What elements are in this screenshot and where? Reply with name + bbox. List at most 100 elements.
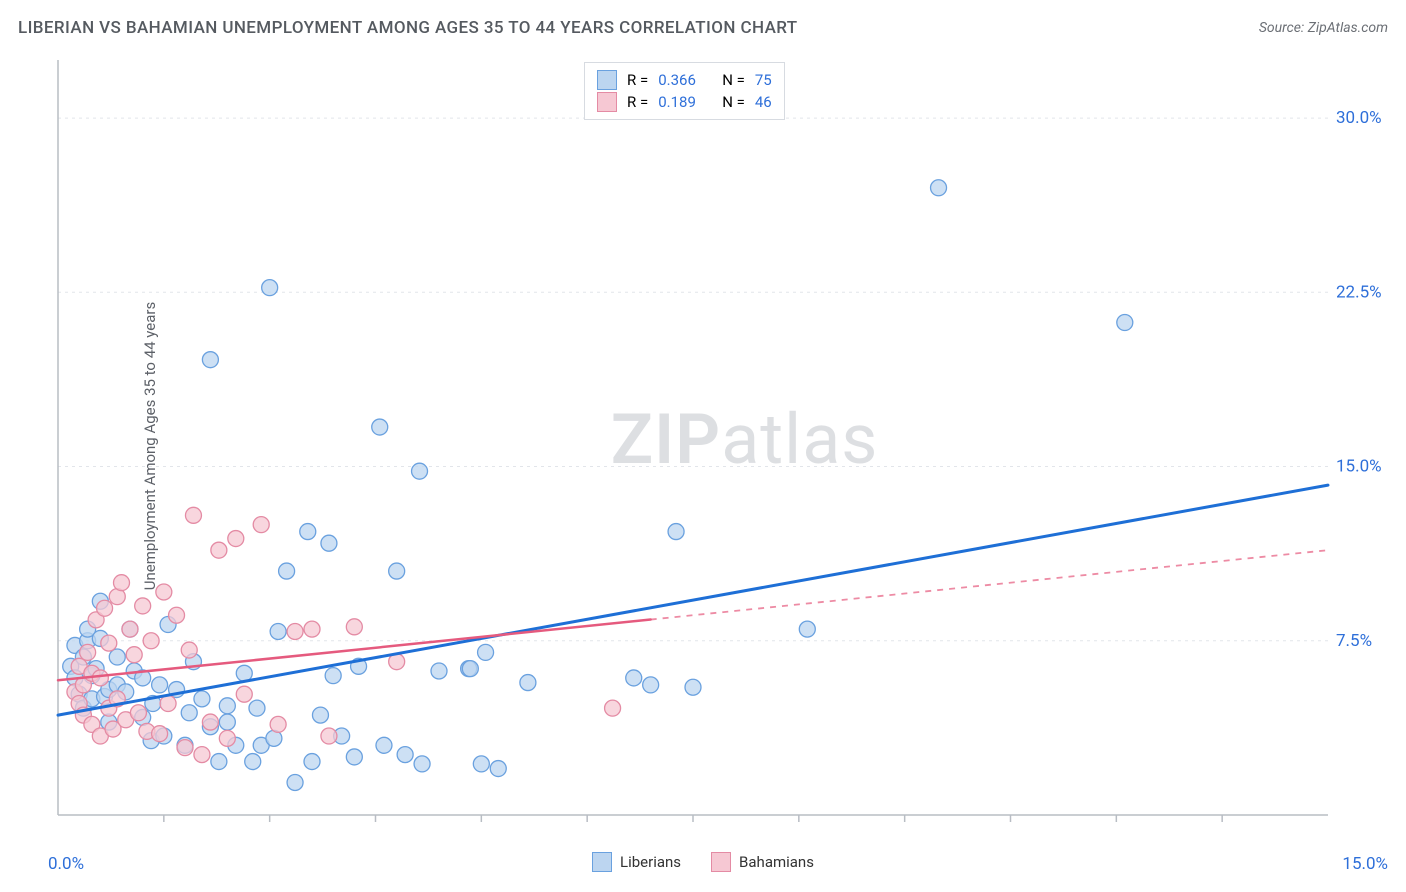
scatter-point	[279, 563, 295, 579]
scatter-point	[605, 700, 621, 716]
scatter-point	[143, 633, 159, 649]
scatter-point	[185, 507, 201, 523]
scatter-point	[325, 668, 341, 684]
scatter-point	[304, 754, 320, 770]
scatter-point	[389, 563, 405, 579]
scatter-point	[668, 524, 684, 540]
scatter-point	[376, 737, 392, 753]
scatter-point	[219, 714, 235, 730]
legend-swatch	[597, 70, 617, 90]
scatter-point	[211, 542, 227, 558]
scatter-point	[219, 730, 235, 746]
trend-line-extrapolated	[651, 550, 1328, 619]
legend-swatch	[597, 92, 617, 112]
scatter-point	[321, 535, 337, 551]
legend-row: R = 0.189 N = 46	[597, 92, 772, 112]
svg-text:22.5%: 22.5%	[1336, 282, 1382, 302]
scatter-point	[626, 670, 642, 686]
scatter-point	[202, 714, 218, 730]
scatter-point	[152, 726, 168, 742]
scatter-point	[249, 700, 265, 716]
legend-item: Liberians	[592, 852, 681, 872]
legend-n-label: N =	[722, 71, 745, 89]
scatter-point	[156, 584, 172, 600]
scatter-point	[462, 661, 478, 677]
scatter-point	[312, 707, 328, 723]
scatter-point	[181, 705, 197, 721]
legend-label: Bahamians	[739, 853, 814, 871]
series-legend: Liberians Bahamians	[0, 852, 1406, 872]
scatter-point	[397, 747, 413, 763]
scatter-point	[177, 740, 193, 756]
scatter-point	[262, 280, 278, 296]
scatter-point	[287, 774, 303, 790]
chart-title: LIBERIAN VS BAHAMIAN UNEMPLOYMENT AMONG …	[18, 18, 798, 38]
scatter-point	[152, 677, 168, 693]
scatter-point	[473, 756, 489, 772]
x-axis-min-label: 0.0%	[48, 854, 84, 874]
scatter-point	[202, 352, 218, 368]
scatter-point	[135, 598, 151, 614]
scatter-point	[931, 180, 947, 196]
scatter-point	[160, 695, 176, 711]
legend-r-value: 0.366	[658, 71, 712, 89]
svg-text:30.0%: 30.0%	[1336, 108, 1382, 128]
scatter-point	[130, 705, 146, 721]
x-axis-max-label: 15.0%	[1342, 854, 1388, 874]
legend-swatch	[592, 852, 612, 872]
scatter-point	[194, 747, 210, 763]
scatter-point	[228, 531, 244, 547]
scatter-point	[321, 728, 337, 744]
scatter-point	[80, 644, 96, 660]
scatter-point	[122, 621, 138, 637]
scatter-point	[346, 749, 362, 765]
scatter-point	[211, 754, 227, 770]
title-bar: LIBERIAN VS BAHAMIAN UNEMPLOYMENT AMONG …	[18, 18, 1388, 38]
scatter-point	[169, 607, 185, 623]
legend-swatch	[711, 852, 731, 872]
svg-text:15.0%: 15.0%	[1336, 457, 1382, 477]
scatter-point	[270, 623, 286, 639]
scatter-point	[287, 623, 303, 639]
legend-n-value: 46	[755, 93, 772, 111]
scatter-point	[643, 677, 659, 693]
scatter-point	[431, 663, 447, 679]
plot-area: 7.5% 15.0% 22.5% 30.0%	[48, 55, 1388, 837]
legend-r-label: R =	[627, 93, 648, 111]
scatter-point	[520, 675, 536, 691]
scatter-point	[97, 600, 113, 616]
legend-r-label: R =	[627, 71, 648, 89]
scatter-point	[236, 686, 252, 702]
legend-row: R = 0.366 N = 75	[597, 70, 772, 90]
legend-label: Liberians	[620, 853, 681, 871]
scatter-point	[1117, 315, 1133, 331]
scatter-point	[346, 619, 362, 635]
scatter-point	[126, 647, 142, 663]
scatter-point	[412, 463, 428, 479]
scatter-point	[490, 761, 506, 777]
legend-item: Bahamians	[711, 852, 814, 872]
scatter-point	[92, 670, 108, 686]
legend-n-value: 75	[755, 71, 772, 89]
scatter-point	[253, 517, 269, 533]
legend-n-label: N =	[722, 93, 745, 111]
legend-r-value: 0.189	[658, 93, 712, 111]
scatter-point	[300, 524, 316, 540]
scatter-point	[372, 419, 388, 435]
svg-text:7.5%: 7.5%	[1336, 631, 1372, 651]
scatter-plot-svg: 7.5% 15.0% 22.5% 30.0%	[48, 55, 1388, 837]
scatter-point	[114, 575, 130, 591]
scatter-point	[414, 756, 430, 772]
scatter-point	[478, 644, 494, 660]
source-label: Source: ZipAtlas.com	[1259, 20, 1388, 36]
scatter-point	[194, 691, 210, 707]
correlation-legend: R = 0.366 N = 75 R = 0.189 N = 46	[584, 62, 785, 120]
scatter-point	[101, 635, 117, 651]
scatter-point	[181, 642, 197, 658]
scatter-point	[304, 621, 320, 637]
scatter-point	[109, 649, 125, 665]
scatter-point	[270, 716, 286, 732]
scatter-point	[245, 754, 261, 770]
scatter-point	[685, 679, 701, 695]
scatter-point	[799, 621, 815, 637]
